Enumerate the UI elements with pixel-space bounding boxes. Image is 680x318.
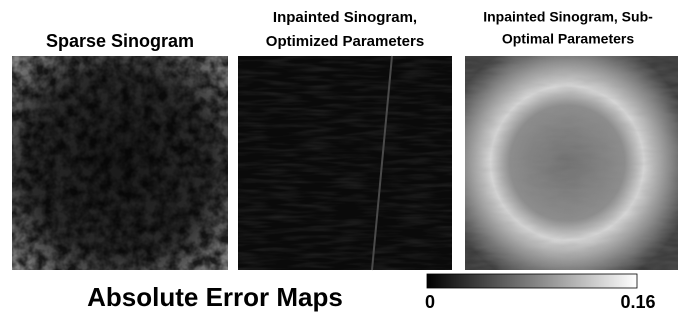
image-texture (238, 56, 452, 270)
panel-titles: Sparse Sinogram Inpainted Sinogram, Opti… (46, 9, 653, 51)
error-map-2 (238, 56, 452, 270)
colorbar-max: 0.16 (620, 292, 655, 312)
panel-title: Inpainted Sinogram, Sub- (483, 9, 653, 25)
colorbar-min: 0 (425, 292, 435, 312)
panel-title: Sparse Sinogram (46, 31, 194, 51)
colorbar: 0 0.16 (425, 274, 656, 312)
colorbar-gradient (427, 274, 637, 288)
error-map-1 (12, 56, 228, 270)
image-texture (12, 56, 228, 270)
figure: Sparse Sinogram Inpainted Sinogram, Opti… (0, 0, 680, 313)
panel-title: Optimal Parameters (502, 31, 634, 47)
panel-title: Inpainted Sinogram, (273, 9, 417, 26)
error-map-3 (465, 56, 678, 270)
panel-title: Optimized Parameters (266, 33, 424, 50)
image-texture (465, 56, 678, 270)
caption: Absolute Error Maps (87, 282, 343, 312)
